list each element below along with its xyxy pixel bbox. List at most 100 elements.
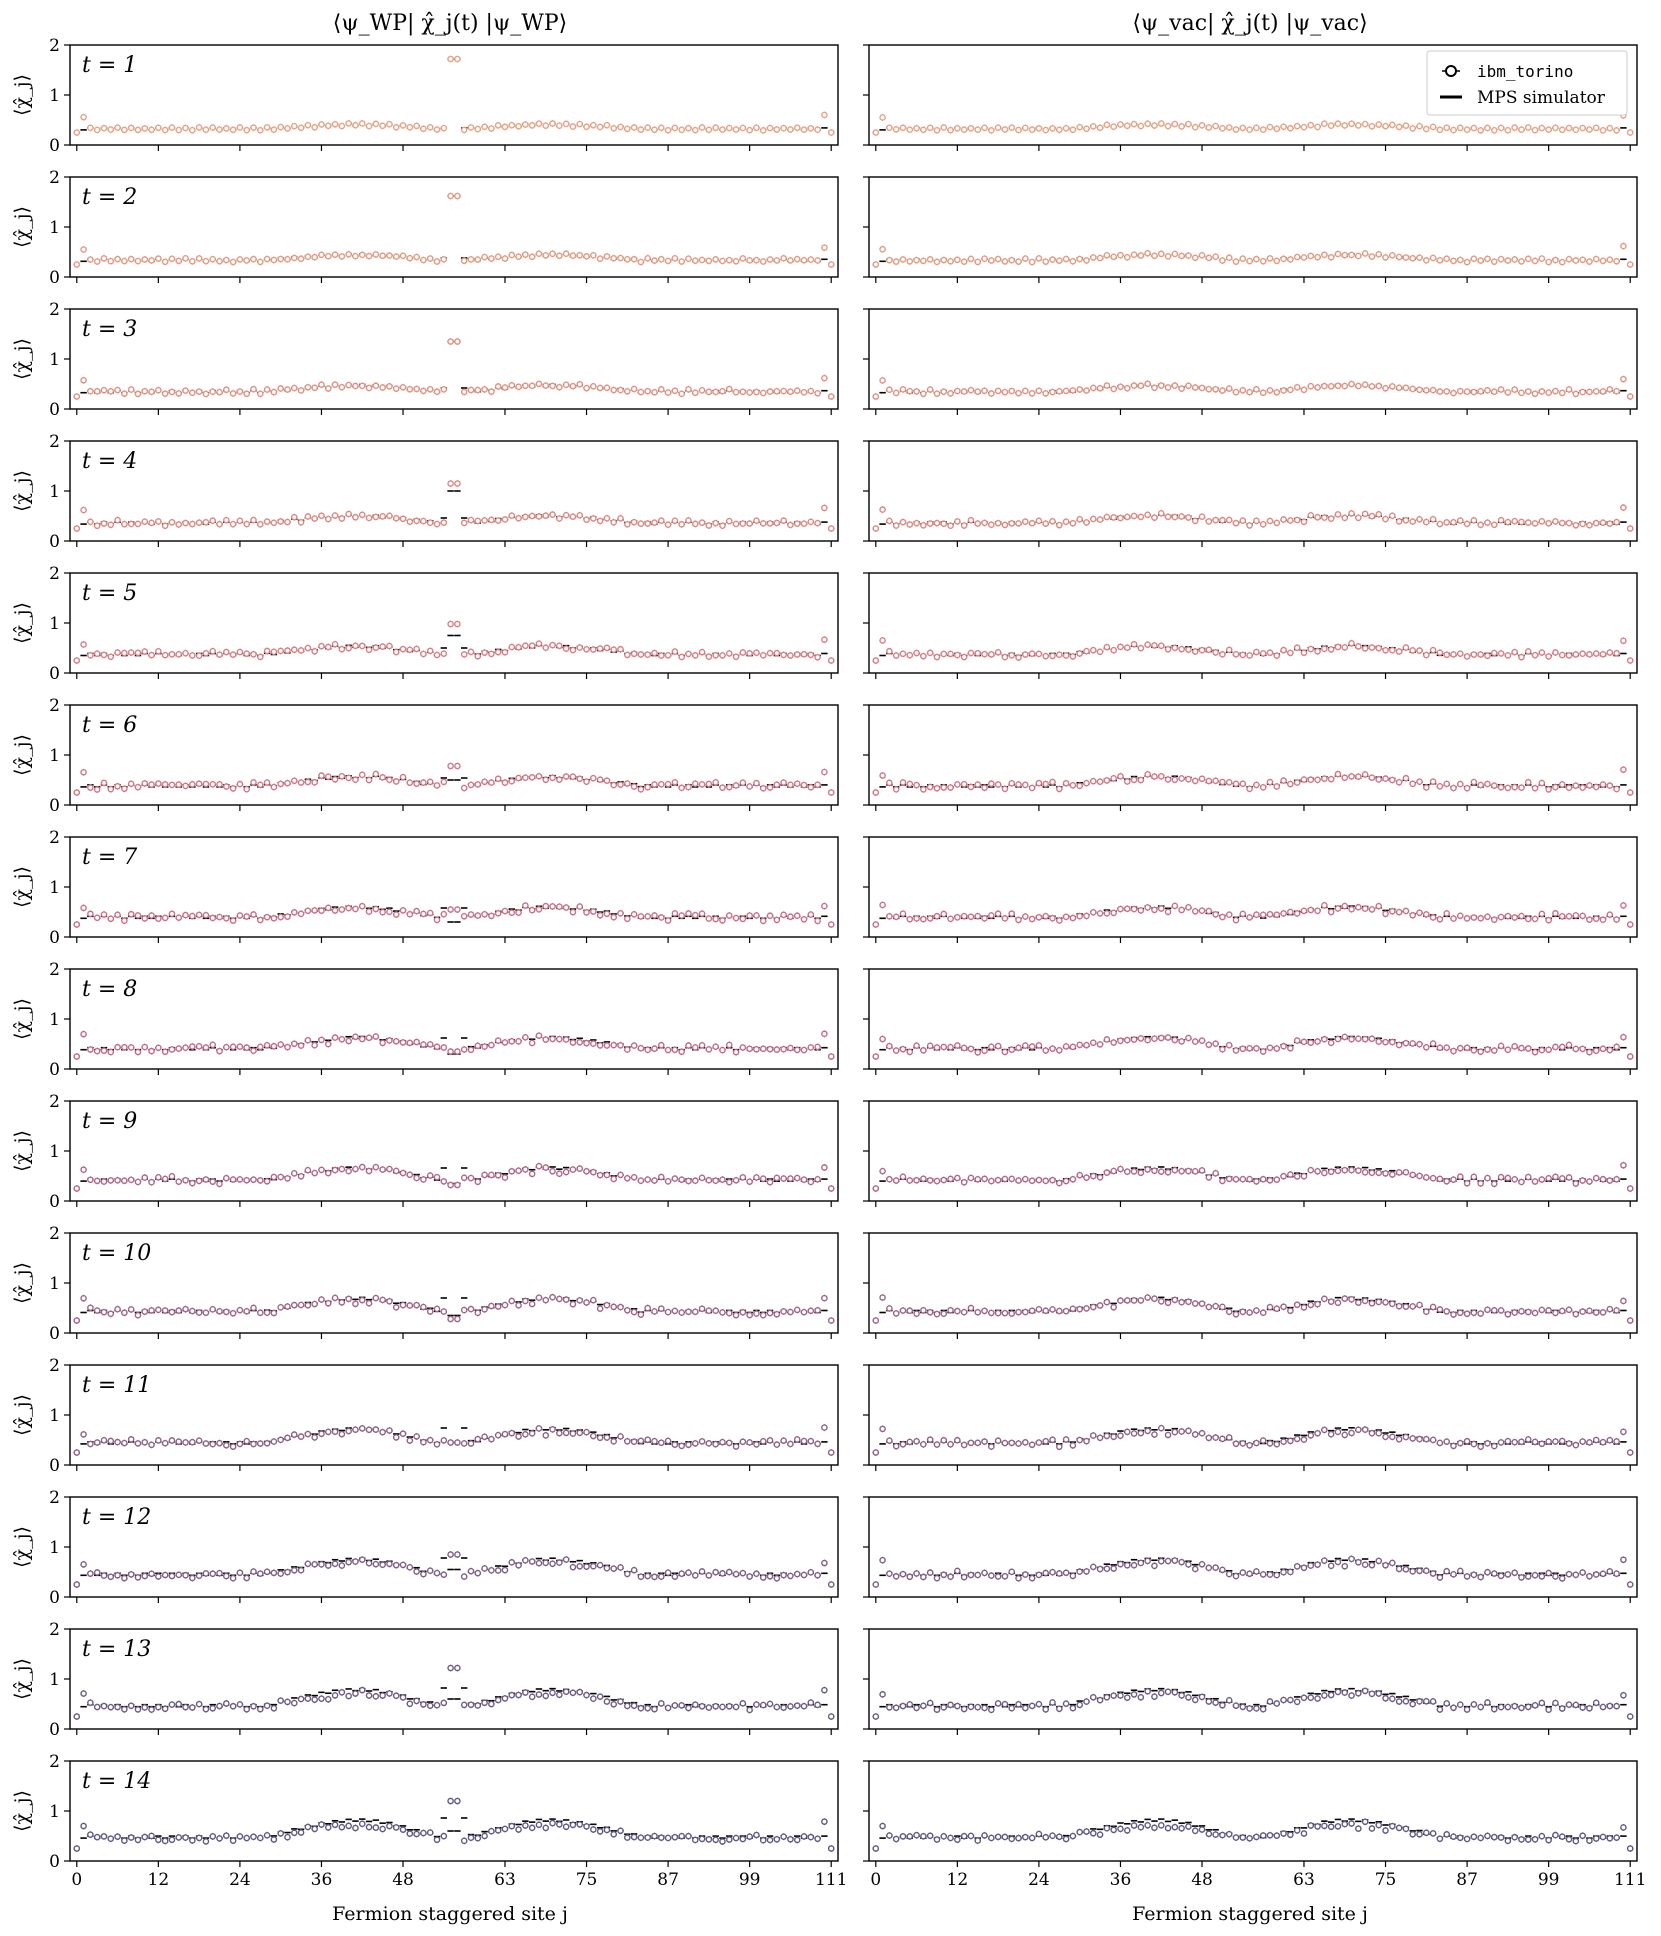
device-point <box>988 651 995 658</box>
device-point <box>433 258 441 265</box>
device-point <box>872 129 880 136</box>
device-point <box>1130 120 1138 128</box>
device-point <box>195 255 203 262</box>
device-point <box>1327 122 1335 129</box>
device-point <box>447 620 454 628</box>
device-point <box>705 522 713 529</box>
device-point <box>746 650 753 657</box>
device-point <box>1558 519 1566 527</box>
device-point <box>114 516 121 524</box>
device-point <box>426 519 434 527</box>
device-point <box>739 779 747 786</box>
device-point <box>121 785 128 793</box>
device-point <box>1089 254 1097 261</box>
device-point <box>1191 907 1199 915</box>
device-point <box>1497 783 1505 791</box>
device-point <box>87 652 94 659</box>
device-point <box>1123 513 1131 521</box>
panel-vacuum-t3 <box>863 308 1638 415</box>
device-point <box>1246 785 1253 793</box>
device-point <box>420 779 427 786</box>
device-point <box>1110 646 1117 654</box>
device-point <box>1382 910 1389 918</box>
device-point <box>913 649 920 657</box>
device-point <box>814 917 821 925</box>
device-point <box>1592 124 1600 132</box>
device-point <box>1592 255 1600 263</box>
device-point <box>352 905 359 913</box>
device-point <box>947 390 954 397</box>
device-point <box>637 258 645 266</box>
device-point <box>644 387 651 395</box>
device-point <box>100 1047 108 1054</box>
device-point <box>1402 122 1410 129</box>
device-point <box>1076 255 1083 263</box>
device-point <box>759 917 767 925</box>
device-point <box>746 912 753 919</box>
device-point <box>994 910 1002 918</box>
device-point <box>413 253 420 261</box>
device-point <box>793 912 801 920</box>
device-point <box>257 126 264 134</box>
device-point <box>691 520 699 528</box>
device-point <box>1103 382 1111 389</box>
device-point <box>1334 120 1342 128</box>
device-point <box>698 124 706 131</box>
device-point <box>338 253 346 260</box>
device-point <box>454 906 461 913</box>
device-point <box>719 126 726 133</box>
device-point <box>637 126 645 133</box>
device-point <box>793 387 801 394</box>
device-point <box>270 256 278 264</box>
device-point <box>933 653 941 661</box>
panel-vacuum-t6 <box>863 704 1638 811</box>
device-point <box>515 253 522 260</box>
device-point <box>1035 255 1043 262</box>
device-point <box>324 643 332 651</box>
device-point <box>1443 255 1450 263</box>
device-point <box>603 514 611 522</box>
device-point <box>1524 124 1532 131</box>
device-point <box>906 387 914 395</box>
device-point <box>358 382 366 390</box>
device-point <box>1524 388 1532 395</box>
legend-circle-icon <box>1445 65 1457 77</box>
device-point <box>712 651 719 659</box>
device-point <box>528 642 536 649</box>
device-point <box>1368 383 1376 390</box>
device-point <box>535 513 543 520</box>
device-point <box>947 257 954 265</box>
device-point <box>141 915 149 922</box>
device-point <box>121 257 128 265</box>
device-point <box>766 388 774 395</box>
device-point <box>1022 124 1029 132</box>
device-point <box>569 773 577 781</box>
device-point <box>1001 653 1009 661</box>
device-point <box>392 253 400 260</box>
device-point <box>1164 646 1172 653</box>
device-point <box>624 915 631 923</box>
device-point <box>624 520 631 528</box>
device-point <box>1076 912 1083 920</box>
device-point <box>379 252 386 260</box>
device-point <box>243 520 251 528</box>
device-point <box>974 649 982 657</box>
device-point <box>630 518 638 526</box>
device-point <box>501 123 509 131</box>
device-point <box>759 258 767 265</box>
device-point <box>1164 776 1172 783</box>
device-point <box>981 519 988 527</box>
device-point <box>610 913 618 921</box>
device-point <box>814 257 821 264</box>
device-point <box>879 772 886 779</box>
device-point <box>759 652 767 659</box>
device-point <box>920 521 927 529</box>
device-point <box>705 915 713 922</box>
device-point <box>926 915 934 922</box>
device-point <box>872 525 880 532</box>
device-point <box>1518 653 1525 661</box>
device-point <box>705 653 713 660</box>
device-point <box>223 648 230 656</box>
device-point <box>610 125 618 132</box>
device-point <box>1219 913 1226 921</box>
